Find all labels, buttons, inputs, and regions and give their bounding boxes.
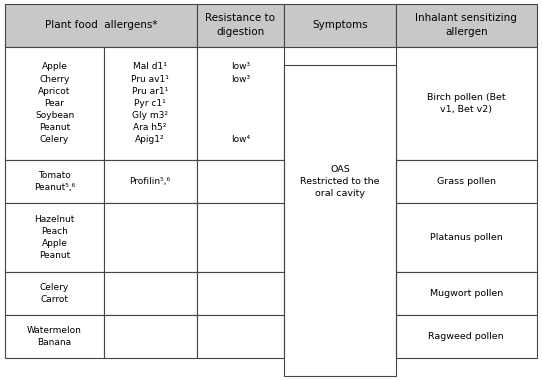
Text: Apple
Cherry
Apricot
Pear
Soybean
Peanut
Celery: Apple Cherry Apricot Pear Soybean Peanut… (35, 62, 74, 144)
Bar (104, 272, 197, 315)
Bar (5, 4, 197, 47)
Bar (396, 272, 537, 315)
Text: Hazelnut
Peach
Apple
Peanut: Hazelnut Peach Apple Peanut (34, 215, 75, 260)
Bar (104, 315, 197, 358)
Text: Watermelon
Banana: Watermelon Banana (27, 326, 82, 347)
Bar (104, 203, 197, 272)
Bar (5, 203, 104, 272)
Bar (284, 4, 396, 47)
Text: Profilin⁵,⁶: Profilin⁵,⁶ (130, 177, 171, 186)
Bar (197, 47, 284, 160)
Text: OAS
Restricted to the
oral cavity: OAS Restricted to the oral cavity (300, 165, 380, 198)
Bar (197, 272, 284, 315)
Bar (396, 203, 537, 272)
Bar (284, 65, 396, 376)
Bar (5, 272, 104, 315)
Bar (197, 160, 284, 203)
Bar (396, 4, 537, 47)
Bar (104, 160, 197, 203)
Bar (396, 315, 537, 358)
Text: Symptoms: Symptoms (312, 20, 368, 30)
Bar (284, 65, 396, 376)
Bar (5, 160, 104, 203)
Text: Grass pollen: Grass pollen (437, 177, 496, 186)
Text: low³
low³




low⁴: low³ low³ low⁴ (231, 62, 250, 144)
Bar (197, 315, 284, 358)
Text: Ragweed pollen: Ragweed pollen (428, 332, 504, 340)
Text: Plant food  allergens*: Plant food allergens* (45, 20, 157, 30)
Text: Mugwort pollen: Mugwort pollen (430, 289, 503, 298)
Bar (396, 47, 537, 160)
Text: Resistance to
digestion: Resistance to digestion (205, 13, 275, 37)
Text: Tomato
Peanut⁵,⁶: Tomato Peanut⁵,⁶ (34, 171, 75, 192)
Bar (197, 203, 284, 272)
Text: Mal d1¹
Pru av1¹
Pru ar1¹
Pyr c1¹
Gly m3²
Ara h5²
Apig1²: Mal d1¹ Pru av1¹ Pru ar1¹ Pyr c1¹ Gly m3… (131, 62, 169, 144)
Bar (396, 160, 537, 203)
Text: Birch pollen (Bet
v1, Bet v2): Birch pollen (Bet v1, Bet v2) (427, 93, 506, 114)
Bar (197, 4, 284, 47)
Bar (104, 47, 197, 160)
Text: Celery
Carrot: Celery Carrot (40, 283, 69, 304)
Text: Inhalant sensitizing
allergen: Inhalant sensitizing allergen (415, 13, 517, 37)
Text: Platanus pollen: Platanus pollen (430, 233, 502, 242)
Bar (5, 315, 104, 358)
Bar (5, 47, 104, 160)
